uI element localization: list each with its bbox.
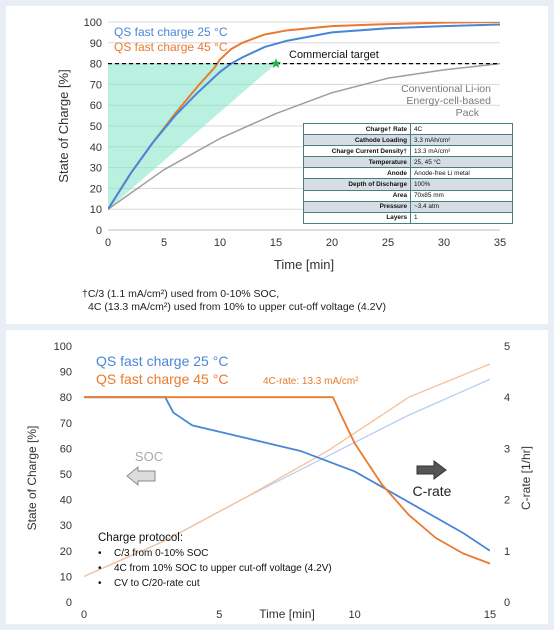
y2-tick-label: 3 xyxy=(504,443,510,455)
y-tick-label: 60 xyxy=(60,443,72,455)
series-line xyxy=(108,23,500,210)
legend-25c: QS fast charge 25 °C xyxy=(114,25,228,39)
shaded-region xyxy=(108,63,276,210)
c-rate-arrow-icon xyxy=(416,460,447,480)
y-tick-label: 80 xyxy=(90,59,102,71)
y-tick-label: 60 xyxy=(90,100,102,112)
y-tick-label: 80 xyxy=(60,392,72,404)
x-tick-label: 0 xyxy=(105,237,111,249)
y-tick-label: 50 xyxy=(60,469,72,481)
cell-spec-table: Charge† Rate 4C Cathode Loading 3.3 mAh/cm… xyxy=(303,122,513,224)
c-rate-chart: 0 5 10 15 0 10 20 30 40 50 60 70 80 90 100 0 1 2 3 4 5 QS fa… xyxy=(25,341,533,621)
x-tick-label: 0 xyxy=(81,609,87,621)
target-star-marker xyxy=(270,58,282,69)
table-row: Charge† Rate 4C xyxy=(303,122,513,136)
y-tick-label: 10 xyxy=(90,204,102,216)
y-tick-label: 100 xyxy=(84,17,102,29)
legend-25c: QS fast charge 25 °C xyxy=(96,353,228,369)
x-axis-label: Time [min] xyxy=(274,257,334,272)
series-lines xyxy=(108,22,500,210)
tick-labels: 0 5 10 15 0 10 20 30 40 50 60 70 80 90 100 0 1 2 3 4 5 xyxy=(54,341,510,621)
protocol-item-3: CV to C/20-rate cut xyxy=(114,578,200,589)
y-tick-label: 40 xyxy=(90,142,102,154)
protocol-bullet-1: • xyxy=(98,548,102,559)
soc-vs-time-panel: 0 5 10 15 20 25 30 35 0 10 20 30 40 50 60 70 80 90 100 Com… xyxy=(6,6,548,324)
y-tick-label: 100 xyxy=(54,341,72,353)
table-row: Depth of Discharge 100% xyxy=(303,178,513,191)
x-tick-label: 15 xyxy=(270,237,282,249)
y-tick-label: 50 xyxy=(90,121,102,133)
series-lines xyxy=(84,363,490,577)
y-axis-label: State of Charge [%] xyxy=(25,426,39,531)
footnote: †C/3 (1.1 mA/cm²) used from 0-10% SOC, 4… xyxy=(82,288,386,314)
y-tick-label: 0 xyxy=(96,225,102,237)
tick-labels: 0 5 10 15 20 25 30 35 0 10 20 30 40 50 60 70 80 90 100 xyxy=(84,17,506,249)
y2-tick-label: 2 xyxy=(504,495,510,507)
series-line xyxy=(84,363,490,577)
table-row: Pressure ~3.4 atm xyxy=(303,200,513,213)
y-tick-label: 90 xyxy=(60,367,72,379)
table-row: Charge Current Density† 13.3 mA/cm² xyxy=(303,145,513,158)
x-tick-label: 5 xyxy=(216,609,222,621)
legend-45c: QS fast charge 45 °C xyxy=(96,371,228,387)
y2-tick-label: 5 xyxy=(504,341,510,353)
legend-45c: QS fast charge 45 °C xyxy=(114,40,228,54)
y-tick-label: 90 xyxy=(90,38,102,50)
conventional-label-2: Energy-cell-based xyxy=(406,95,491,107)
y-tick-label: 0 xyxy=(66,597,72,609)
x-tick-label: 5 xyxy=(161,237,167,249)
y-tick-label: 20 xyxy=(90,183,102,195)
conventional-label-1: Conventional Li-ion xyxy=(401,83,491,95)
x-tick-label: 10 xyxy=(214,237,226,249)
commercial-target-label: Commercial target xyxy=(289,49,379,61)
table-row: Area 70x85 mm xyxy=(303,189,513,202)
table-row: Anode Anode-free Li metal xyxy=(303,167,513,180)
footnote-line-2: 4C (13.3 mA/cm²) used from 10% to upper … xyxy=(88,301,387,313)
x-axis-label: Time [min] xyxy=(259,607,315,621)
soc-arrow-label: SOC xyxy=(135,449,163,464)
y2-tick-label: 4 xyxy=(504,392,510,404)
y-tick-label: 30 xyxy=(60,520,72,532)
x-tick-label: 35 xyxy=(494,237,506,249)
table-row: Cathode Loading 3.3 mAh/cm² xyxy=(303,134,513,147)
x-tick-label: 25 xyxy=(382,237,394,249)
protocol-title: Charge protocol: xyxy=(98,532,183,544)
protocol-item-2: 4C from 10% SOC to upper cut-off voltage… xyxy=(114,563,332,574)
y2-tick-label: 0 xyxy=(504,597,510,609)
conventional-label-3: Pack xyxy=(456,107,480,119)
series-line xyxy=(84,396,490,565)
y-axis-label: State of Charge [%] xyxy=(56,69,71,182)
x-tick-label: 30 xyxy=(438,237,450,249)
table-row: Temperature 25, 45 °C xyxy=(303,156,513,169)
protocol-bullet-2: • xyxy=(98,563,102,574)
protocol-item-1: C/3 from 0-10% SOC xyxy=(114,548,208,559)
x-tick-label: 20 xyxy=(326,237,338,249)
y2-tick-label: 1 xyxy=(504,546,510,558)
y-tick-label: 20 xyxy=(60,546,72,558)
footnote-line-1: †C/3 (1.1 mA/cm²) used from 0-10% SOC, xyxy=(82,288,280,300)
table-row: Layers 1 xyxy=(303,211,513,224)
c-rate-panel: 0 5 10 15 0 10 20 30 40 50 60 70 80 90 100 0 1 2 3 4 5 QS fa… xyxy=(6,330,548,624)
rate-label: 4C-rate: 13.3 mA/cm² xyxy=(263,376,359,387)
y-tick-label: 30 xyxy=(90,163,102,175)
y-tick-label: 10 xyxy=(60,571,72,583)
soc-vs-time-chart: 0 5 10 15 20 25 30 35 0 10 20 30 40 50 60 70 80 90 100 Com… xyxy=(56,17,506,272)
soc-arrow-icon xyxy=(126,465,156,487)
y2-axis-label: C-rate [1/hr] xyxy=(519,446,533,510)
series-line xyxy=(108,62,500,210)
y-tick-label: 70 xyxy=(60,418,72,430)
x-tick-label: 10 xyxy=(349,609,361,621)
y-tick-label: 70 xyxy=(90,79,102,91)
protocol-bullet-3: • xyxy=(98,578,102,589)
c-rate-arrow-label: C-rate xyxy=(413,483,452,499)
x-tick-label: 15 xyxy=(484,609,496,621)
y-tick-label: 40 xyxy=(60,495,72,507)
